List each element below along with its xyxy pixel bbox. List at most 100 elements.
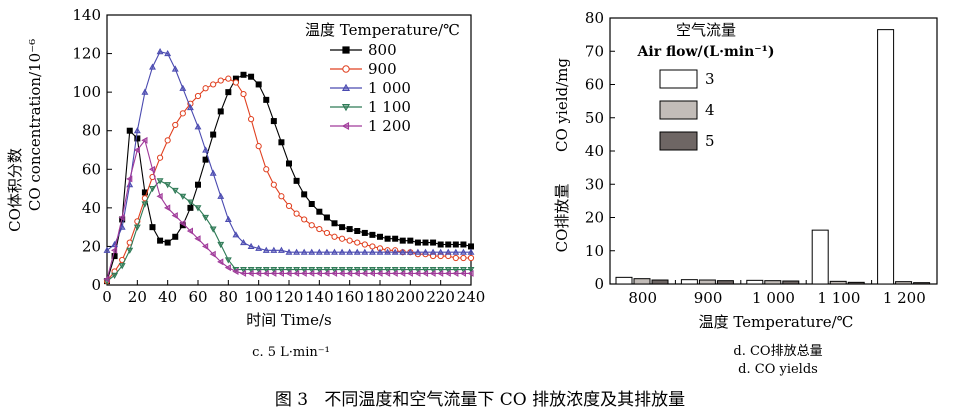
bar	[895, 281, 913, 285]
data-point	[202, 146, 210, 153]
bar	[829, 280, 847, 285]
data-point	[171, 65, 179, 72]
data-point	[217, 77, 224, 84]
data-point	[383, 269, 391, 277]
bar	[913, 282, 931, 285]
data-point	[239, 269, 247, 277]
y-axis-ticks: 0 10 20 30 40 50 60 70 80	[585, 9, 615, 293]
x-tick-label: 140	[305, 288, 334, 306]
data-point	[368, 269, 375, 277]
y-tick-label: 40	[585, 142, 604, 160]
data-point	[308, 269, 315, 277]
data-point	[452, 254, 459, 262]
y-axis-label-cn: CO体积分数	[6, 148, 24, 232]
data-point	[179, 110, 186, 117]
data-point	[300, 266, 308, 274]
data-point	[376, 269, 383, 277]
data-point	[270, 266, 278, 274]
data-point	[210, 81, 217, 88]
legend: 空气流量 Air flow/(L·min⁻¹) 3 4 5	[637, 21, 774, 151]
bar	[746, 279, 764, 285]
data-point	[134, 135, 141, 142]
data-point	[224, 257, 232, 264]
legend-label: 1 100	[368, 98, 411, 116]
data-point	[156, 192, 163, 200]
data-point	[384, 235, 391, 242]
data-point	[376, 248, 384, 255]
data-point	[126, 247, 134, 254]
data-point	[224, 215, 232, 223]
data-point	[407, 237, 414, 244]
y-axis-label-en: CO yield/mg	[553, 58, 571, 152]
data-point	[217, 241, 225, 249]
bar	[651, 279, 669, 285]
data-point	[361, 229, 368, 236]
x-tick-label: 200	[396, 288, 425, 306]
legend-label: 1 000	[368, 79, 411, 97]
data-point	[467, 269, 474, 277]
data-point	[452, 241, 459, 248]
data-point	[277, 246, 285, 253]
data-point	[118, 223, 126, 230]
data-point	[346, 266, 354, 274]
series-1200	[103, 136, 474, 283]
data-point	[384, 248, 392, 255]
bar	[847, 281, 865, 285]
data-point	[315, 248, 323, 255]
data-point	[164, 182, 172, 189]
x-tick-label: 20	[128, 288, 147, 306]
x-tick-label: 0	[102, 288, 112, 306]
data-point	[399, 269, 406, 277]
data-point	[262, 246, 270, 253]
bar	[877, 29, 895, 285]
data-point	[148, 165, 156, 173]
data-point	[354, 239, 361, 246]
data-point	[353, 266, 361, 274]
x-tick-label: 1 200	[883, 289, 926, 307]
data-point	[354, 227, 361, 234]
panel-caption-c: c. 5 L·min⁻¹	[252, 345, 330, 360]
data-point	[285, 202, 293, 210]
data-point	[179, 84, 187, 91]
data-point	[308, 200, 315, 207]
data-point	[186, 199, 194, 206]
data-point	[111, 272, 119, 279]
x-tick-label: 1 100	[817, 289, 860, 307]
data-point	[323, 248, 331, 255]
data-point	[285, 266, 293, 274]
panel-caption-d-cn: d. CO排放总量	[733, 344, 822, 359]
data-point	[210, 131, 217, 138]
data-point	[300, 269, 307, 277]
data-point	[194, 123, 202, 130]
data-point	[429, 248, 437, 255]
y-tick-label: 80	[82, 122, 101, 140]
legend-swatch	[659, 131, 698, 151]
data-point	[353, 248, 361, 255]
bar	[633, 278, 651, 285]
data-point	[164, 239, 171, 246]
data-point	[430, 239, 437, 246]
data-point	[133, 224, 141, 231]
series-line	[106, 50, 471, 253]
data-point	[422, 239, 429, 246]
data-point	[194, 235, 201, 243]
y-tick-label: 80	[585, 9, 604, 27]
data-point	[240, 71, 247, 78]
data-point	[391, 269, 398, 277]
data-point	[149, 185, 156, 193]
data-point	[240, 266, 247, 274]
series-group	[103, 48, 475, 285]
data-point	[361, 241, 368, 248]
bar	[764, 280, 782, 285]
data-point	[209, 169, 217, 176]
x-axis-label: 温度 Temperature/℃	[699, 313, 854, 331]
data-point	[141, 88, 149, 95]
data-point	[194, 205, 202, 212]
data-point	[232, 231, 240, 238]
figure-caption: 图 3 不同温度和空气流量下 CO 排放浓度及其排放量	[275, 390, 685, 410]
data-point	[460, 254, 467, 262]
data-point	[292, 269, 300, 277]
data-point	[399, 248, 407, 255]
y-tick-label: 20	[585, 209, 604, 227]
data-point	[202, 85, 209, 92]
